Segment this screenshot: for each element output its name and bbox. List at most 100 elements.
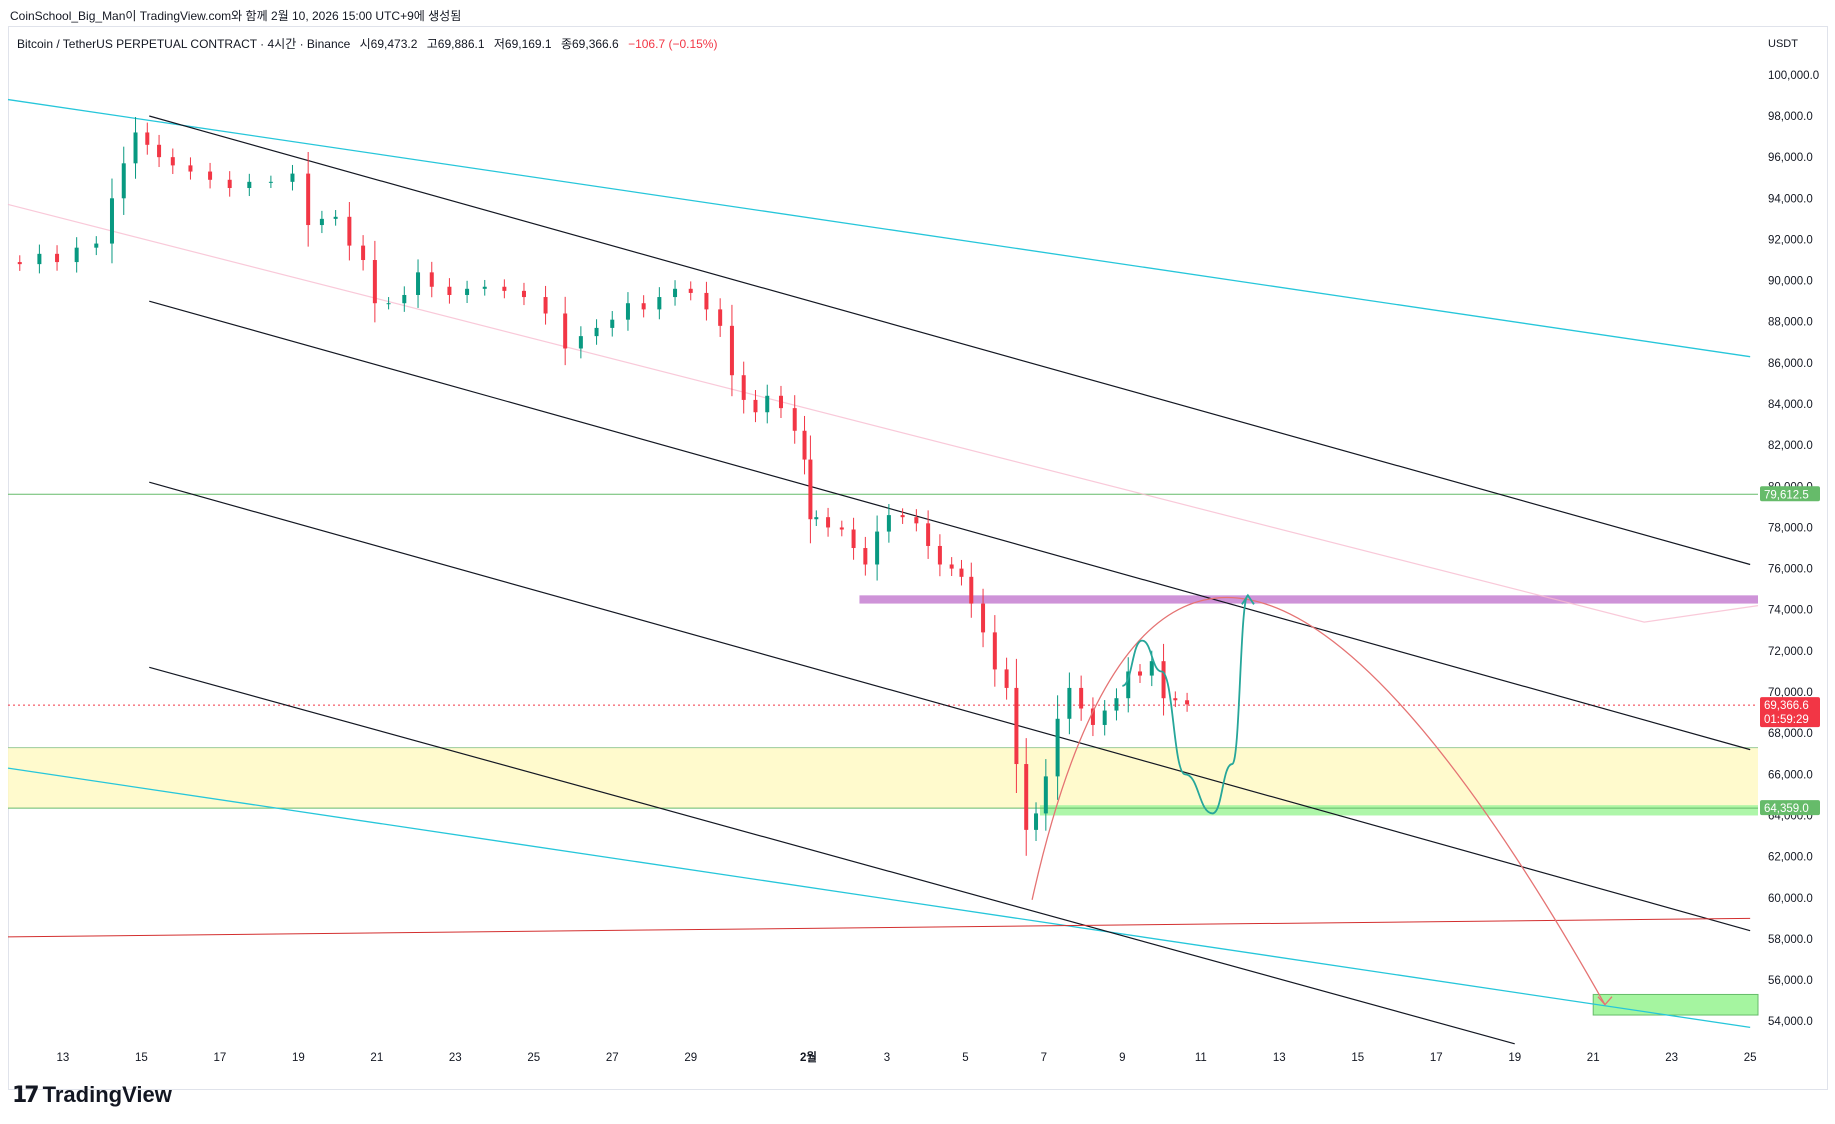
candle [290,164,295,191]
y-tick-label: 58,000.0 [1768,934,1813,946]
price-axis-currency[interactable]: USDT [1768,38,1798,50]
candle-body [465,288,470,295]
candle [926,510,931,559]
candle-body [914,517,919,524]
price-tag-value: 79,612.5 [1764,489,1809,501]
candle-body [1067,687,1072,719]
y-tick-label: 92,000.0 [1768,234,1813,246]
candle-body [673,288,678,298]
candle [778,385,783,419]
candle [157,134,162,168]
y-tick-label: 90,000.0 [1768,276,1813,288]
candle [416,259,421,308]
x-tick-label: 15 [135,1052,148,1064]
candle [1024,738,1029,856]
candle-body [1173,698,1178,701]
candle [55,245,60,271]
candle-body [704,292,709,310]
channel-line-ch2-top [149,481,1751,932]
price-tags: 79,612.5 69,366.6 01:59:29 64,359.0 [1760,486,1820,816]
candle [121,146,126,215]
price-tag-box [1760,486,1820,502]
candle-body [1102,710,1107,725]
x-tick-label: 13 [57,1052,70,1064]
channel-line-outer-top [7,98,1751,358]
candle-body [543,297,548,314]
candle-body [1161,661,1166,699]
candle-body [502,286,507,291]
candle [1090,697,1095,737]
candle-body [74,247,79,263]
candle [133,117,138,179]
mid-guide-line [7,203,1759,623]
y-tick-label: 66,000.0 [1768,769,1813,781]
candle [268,175,273,189]
candle [1102,700,1107,736]
chart-creator-caption: CoinSchool_Big_Man이 TradingView.com와 함께 … [10,9,462,23]
symbol-title[interactable]: Bitcoin / TetherUS PERPETUAL CONTRACT · … [17,37,351,51]
candle-body [610,319,615,328]
x-tick-label: 17 [213,1052,226,1064]
candle-body [981,603,986,633]
candle-body [1014,687,1019,765]
candle [1079,675,1084,721]
candle-body [521,290,526,298]
candle [808,435,813,544]
candle [429,261,434,298]
time-axis: 13 15 17 19 21 23 25 27 29 2월 3 5 7 9 11 13 15 17 19 21 23 25 [57,1050,1757,1064]
x-tick-label: 19 [292,1052,305,1064]
candle-body [1185,700,1190,705]
candle [1034,802,1039,841]
candle-body [729,325,734,376]
candle-body [578,336,583,349]
candle [94,236,99,256]
tradingview-logo[interactable]: 17 TradingView [12,1082,172,1108]
candle-body [319,218,324,226]
tradingview-wordmark: TradingView [42,1082,172,1107]
candle [170,148,175,175]
candle-body [625,303,630,320]
candle [875,515,880,581]
candle [502,279,507,299]
projection-teal-arrow-icon [1241,593,1255,605]
channel-line-long-red [7,917,1751,938]
candle [610,311,615,337]
x-tick-label: 25 [527,1052,540,1064]
candle [992,615,997,687]
candle [563,296,568,366]
y-tick-label: 68,000.0 [1768,728,1813,740]
candle [753,390,758,423]
candle [673,280,678,306]
candle-body [402,294,407,304]
legend-open: 시69,473.2 [359,37,418,51]
candle-body [188,165,193,172]
candle-body [563,313,568,349]
channel-line-ch1-bottom [149,300,1751,751]
candle-body [429,272,434,287]
candle [741,361,746,414]
x-tick-label: 19 [1508,1052,1521,1064]
candle [521,282,526,306]
candle [17,255,22,271]
legend-low: 저69,169.1 [493,37,552,51]
candle-body [949,564,954,569]
x-tick-label: 23 [1665,1052,1678,1064]
candle-body [247,181,252,189]
candle [543,285,548,325]
y-tick-label: 86,000.0 [1768,358,1813,370]
y-tick-label: 60,000.0 [1768,893,1813,905]
candle-body [641,303,646,310]
candle-body [290,173,295,182]
candle-body [447,286,452,295]
candle-body [268,181,273,183]
candle-body [1090,708,1095,725]
candle [1067,672,1072,735]
candle [802,415,807,475]
candle [1138,664,1143,683]
candle-body [792,408,797,431]
candle-body [657,297,662,310]
candle-body [1114,698,1119,711]
channel-line-ch2-bottom [149,666,1515,1045]
chart-frame [8,26,1828,1090]
